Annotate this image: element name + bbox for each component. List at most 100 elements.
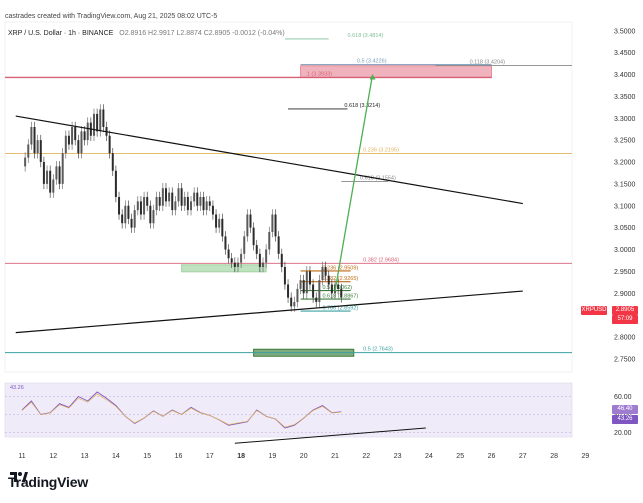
rsi-trendline — [234, 427, 426, 444]
candle-body — [193, 192, 196, 202]
rsi-badge-1: 46.40 — [612, 405, 638, 414]
candle-body — [287, 284, 290, 298]
candle-body — [108, 135, 111, 154]
plot-frame — [4, 21, 573, 373]
candle-body — [224, 236, 227, 250]
price-tick-label: 3.5000 — [614, 28, 636, 35]
price-tick-label: 3.3000 — [614, 116, 636, 123]
candle-body — [265, 249, 268, 263]
candle-body — [133, 210, 136, 228]
candle-body — [211, 205, 214, 215]
candle-body — [240, 253, 243, 263]
candle-body — [146, 197, 149, 206]
rsi-pane — [4, 382, 573, 438]
candle-body — [190, 201, 193, 211]
candle-body — [252, 227, 255, 246]
time-tick-label: 14 — [112, 453, 120, 460]
price-tick-label: 3.3500 — [614, 94, 636, 101]
time-tick-label: 21 — [331, 453, 339, 460]
candle-body — [249, 214, 252, 228]
time-tick-label: 13 — [81, 453, 89, 460]
candle-body — [262, 262, 265, 267]
candle-body — [205, 201, 208, 211]
candle-body — [168, 192, 171, 202]
candle-body — [121, 214, 124, 224]
time-tick-label: 22 — [362, 453, 370, 460]
time-tick-label: 28 — [550, 453, 558, 460]
candle-body — [164, 188, 167, 202]
lower-support — [15, 290, 523, 334]
candle-body — [36, 140, 39, 154]
candle-body — [86, 122, 89, 141]
rsi-badge-2: 43.26 — [612, 415, 638, 424]
fib-lower-label: 0.236 (2.9509) — [322, 265, 358, 271]
candle-body — [127, 205, 130, 219]
price-tick-label: 3.1500 — [614, 181, 636, 188]
candle-body — [143, 197, 146, 215]
candle-body — [30, 127, 33, 145]
candle-body — [305, 271, 308, 294]
candle-body — [46, 170, 49, 184]
price-tick-label: 2.9000 — [614, 291, 636, 298]
fib-lower-label: 0.786 (2.8592) — [322, 306, 358, 312]
candle-body — [52, 179, 55, 193]
candle-body — [161, 188, 164, 206]
fib-level-label: 0.236 (3.2195) — [363, 147, 399, 153]
time-tick-label: 11 — [18, 453, 25, 460]
price-badge-value: 2.8905 — [612, 306, 638, 315]
candle-body — [83, 131, 86, 141]
export-header: castrades created with TradingView.com, … — [0, 0, 643, 22]
candle-body — [337, 284, 340, 289]
price-tick-label: 2.8000 — [614, 335, 636, 342]
upper-resistance — [15, 115, 523, 205]
candle-body — [202, 197, 205, 211]
candle-body — [139, 201, 142, 215]
candle-body — [111, 153, 114, 171]
time-tick-label: 12 — [49, 453, 57, 460]
candle-body — [233, 262, 236, 267]
price-tick-label: 2.9500 — [614, 269, 636, 276]
time-tick-label: 20 — [300, 453, 308, 460]
tradingview-brand[interactable]: TradingView — [8, 470, 88, 494]
fib-level-label: 0.618 (3.4814) — [348, 33, 384, 39]
candle-body — [236, 262, 239, 267]
candle-body — [39, 140, 42, 162]
time-tick-label: 23 — [394, 453, 402, 460]
candle-body — [255, 245, 258, 254]
candle-body — [124, 205, 127, 224]
fib-level-label: 0.618 (3.3214) — [344, 103, 380, 109]
candle-body — [290, 297, 293, 307]
candle-body — [324, 267, 327, 276]
candle-body — [58, 166, 61, 184]
price-tick-label: 3.0000 — [614, 247, 636, 254]
projection-arrow — [334, 74, 374, 292]
candle-body — [243, 236, 246, 254]
demand-zone-1 — [181, 264, 267, 273]
tradingview-logo-icon — [10, 472, 28, 482]
candle-body — [180, 188, 183, 206]
candle-body — [293, 302, 296, 307]
price-badge-symbol: XRPUSD — [581, 306, 607, 315]
author-line: castrades created with TradingView.com, … — [5, 13, 218, 20]
candle-body — [321, 267, 324, 281]
candle-body — [158, 197, 161, 206]
projection-arrowhead — [369, 74, 376, 80]
time-tick-label: 25 — [456, 453, 464, 460]
candle-body — [114, 170, 117, 197]
candle-body — [77, 140, 80, 154]
candle-body — [149, 205, 152, 224]
candle-body — [27, 144, 30, 158]
candle-body — [152, 210, 155, 224]
time-tick-label: 18 — [237, 453, 245, 460]
rsi-header-label: 43.26 — [10, 385, 24, 391]
candle-body — [71, 127, 74, 145]
candle-body — [42, 162, 45, 184]
price-tick-label: 3.4000 — [614, 72, 636, 79]
time-tick-label: 29 — [582, 453, 590, 460]
candle-body — [330, 284, 333, 294]
fib-level-label: 0.382 (2.9684) — [363, 257, 399, 263]
price-tick-label: 3.2500 — [614, 138, 636, 145]
candle-body — [74, 127, 77, 141]
candle-body — [280, 253, 283, 267]
